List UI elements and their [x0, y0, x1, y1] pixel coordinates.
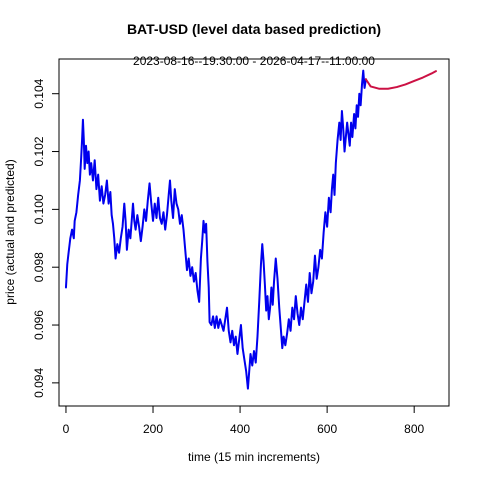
actual-series-line — [64, 69, 367, 390]
x-tick-label: 0 — [63, 422, 70, 436]
chart-subtitle: 2023-08-16--19:30:00 - 2026-04-17--11:00… — [133, 54, 375, 68]
y-tick-label: 0.094 — [32, 368, 46, 398]
x-tick-label: 800 — [404, 422, 424, 436]
x-axis-label: time (15 min increments) — [188, 450, 320, 464]
y-axis-label: price (actual and predicted) — [3, 159, 17, 304]
y-tick-label: 0.104 — [32, 78, 46, 108]
series-layer — [64, 69, 437, 390]
y-tick-label: 0.102 — [32, 136, 46, 166]
y-tick-label: 0.100 — [32, 194, 46, 224]
x-axis: 0 200 400 600 800 — [63, 405, 425, 436]
x-tick-label: 200 — [143, 422, 163, 436]
y-tick-label: 0.096 — [32, 310, 46, 340]
y-tick-label: 0.098 — [32, 252, 46, 282]
x-tick-label: 600 — [317, 422, 337, 436]
y-axis: 0.094 0.096 0.098 0.100 0.102 0.104 — [32, 78, 60, 398]
x-tick-label: 400 — [230, 422, 250, 436]
chart-title: BAT-USD (level data based prediction) — [127, 21, 381, 37]
predicted-series-line — [364, 70, 437, 90]
